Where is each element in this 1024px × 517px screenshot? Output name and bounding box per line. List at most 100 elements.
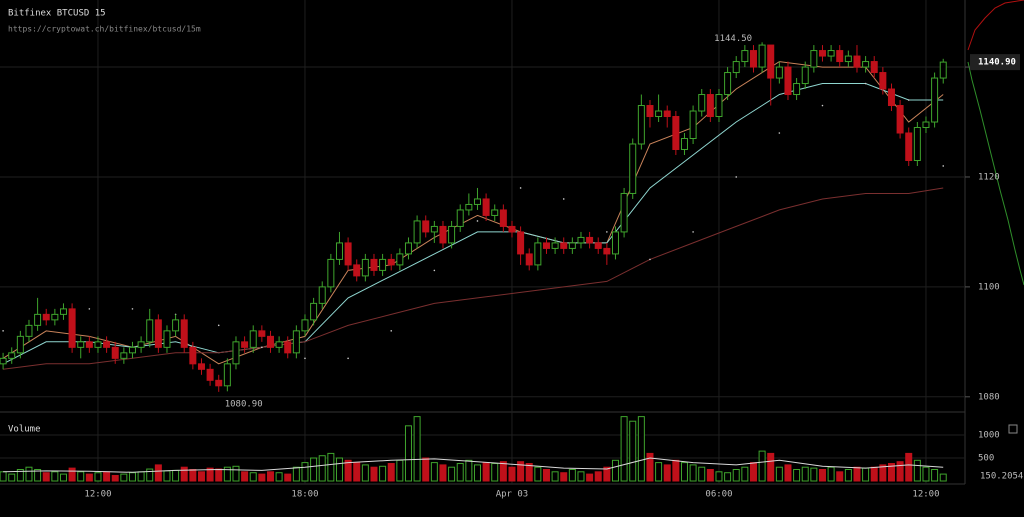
volume-bar	[931, 469, 939, 482]
volume-bar	[189, 469, 197, 482]
candle-body	[103, 341, 111, 348]
volume-bar	[223, 466, 231, 482]
volume-bar	[353, 462, 361, 482]
volume-bar	[741, 466, 749, 482]
volume-bar	[810, 467, 818, 482]
candle-body	[741, 50, 749, 63]
ma-dot	[433, 269, 436, 272]
candle-body	[370, 258, 378, 271]
volume-bar	[758, 450, 766, 482]
candle-body	[344, 242, 352, 266]
volume-bar	[482, 462, 490, 482]
volume-bar	[775, 466, 783, 482]
volume-bar	[939, 473, 947, 482]
volume-bar	[836, 471, 844, 482]
volume-bar	[284, 473, 292, 482]
volume-bar	[629, 420, 637, 482]
volume-bar	[42, 472, 50, 482]
candle-body	[784, 66, 792, 96]
ma-dot	[88, 308, 91, 310]
candle-body	[473, 198, 481, 205]
candle-body	[266, 335, 274, 348]
x-tick-label: 12:00	[912, 490, 939, 500]
close-icon[interactable]	[1008, 424, 1018, 434]
ma-dot	[304, 357, 306, 360]
candle-body	[180, 319, 188, 348]
x-tick-label: 12:00	[84, 490, 111, 500]
volume-bar	[508, 466, 516, 482]
volume-bar	[258, 473, 266, 482]
candle-body	[560, 242, 568, 249]
volume-bar	[266, 471, 274, 482]
volume-bar	[784, 464, 792, 482]
ma-dot	[562, 198, 565, 200]
volume-bar	[318, 455, 326, 482]
candle-body	[16, 335, 24, 354]
candle-body	[491, 209, 499, 216]
candle-body	[862, 61, 870, 68]
volume-bar	[327, 452, 335, 482]
volume-bar	[94, 472, 102, 482]
volume-bar	[879, 464, 887, 482]
volume-bar	[404, 425, 412, 482]
depth-ask	[967, 0, 1024, 51]
candle-body	[361, 258, 369, 277]
ma-dot	[390, 330, 393, 332]
volume-bar	[560, 472, 568, 482]
volume-bar	[551, 471, 559, 482]
volume-bar	[534, 466, 542, 482]
candle-body	[284, 341, 292, 354]
ma-dot	[778, 132, 781, 134]
candle-body	[448, 225, 456, 244]
candle-body	[223, 363, 231, 387]
candle-body	[258, 330, 266, 337]
candle-body	[163, 330, 171, 348]
candle-body	[827, 50, 835, 57]
volume-bar	[180, 466, 188, 482]
candle-body	[215, 379, 223, 387]
volume-bar	[672, 459, 680, 482]
candle-body	[732, 61, 740, 74]
ma-dot	[907, 99, 910, 101]
volume-bar	[887, 463, 895, 482]
volume-bar	[422, 457, 430, 482]
candle-body	[724, 72, 732, 96]
candle-body	[680, 137, 688, 150]
volume-bar	[603, 466, 611, 482]
candle-body	[249, 330, 257, 348]
candle-body	[68, 308, 76, 348]
ma-dot	[476, 220, 479, 222]
candle-body	[387, 258, 395, 266]
volume-bar	[370, 466, 378, 482]
price-label-box	[970, 54, 1020, 71]
candle-body	[499, 209, 507, 227]
x-tick-label: 06:00	[705, 490, 732, 500]
candle-body	[327, 258, 335, 288]
volume-bar	[154, 464, 162, 482]
volume-bar	[77, 471, 85, 482]
volume-bar	[473, 464, 481, 482]
volume-bar	[542, 469, 550, 482]
candle-body	[793, 83, 801, 96]
ma-dot	[131, 308, 134, 310]
candle-body	[689, 110, 697, 139]
volume-last-label: 150.20549	[980, 472, 1024, 482]
volume-bar	[568, 469, 576, 482]
volume-bar	[68, 467, 76, 482]
ma-dot	[942, 165, 945, 167]
volume-bar	[59, 473, 67, 482]
chart-url: https://cryptowat.ch/bitfinex/btcusd/15m	[8, 25, 201, 34]
candle-body	[120, 352, 128, 359]
ma-dot	[347, 357, 349, 360]
candle-body	[379, 258, 387, 271]
candle-body	[413, 220, 421, 244]
volume-bar	[491, 463, 499, 482]
candle-body	[0, 357, 7, 365]
candle-body	[34, 313, 42, 326]
volume-bar	[439, 464, 447, 482]
ma-dot	[821, 104, 824, 107]
candle-body	[551, 242, 559, 249]
volume-bar	[215, 468, 223, 482]
volume-bar	[172, 469, 180, 482]
volume-bar	[680, 462, 688, 482]
